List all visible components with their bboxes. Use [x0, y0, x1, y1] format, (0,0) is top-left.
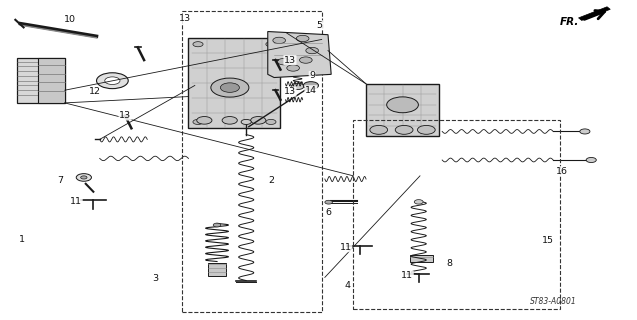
Circle shape [193, 42, 203, 47]
Circle shape [299, 57, 312, 63]
Circle shape [250, 116, 266, 124]
Polygon shape [366, 84, 439, 136]
Text: 1: 1 [18, 235, 25, 244]
Circle shape [580, 129, 590, 134]
Bar [17, 59, 65, 103]
Bar [38, 59, 65, 103]
Text: 15: 15 [542, 236, 554, 245]
Text: 7: 7 [57, 176, 62, 185]
Circle shape [291, 65, 304, 71]
Circle shape [414, 200, 423, 204]
Text: 5: 5 [317, 21, 323, 30]
Circle shape [417, 125, 435, 134]
Polygon shape [189, 38, 280, 128]
Text: 11: 11 [401, 271, 413, 280]
Bar [410, 255, 433, 261]
Text: FR.: FR. [559, 17, 579, 27]
Circle shape [104, 77, 120, 84]
Text: 11: 11 [340, 243, 352, 252]
Text: ST83-A0801: ST83-A0801 [530, 297, 576, 306]
Circle shape [193, 119, 203, 124]
Circle shape [81, 176, 87, 179]
Circle shape [211, 78, 249, 97]
Circle shape [220, 83, 240, 92]
Bar [182, 11, 322, 312]
Text: 3: 3 [152, 275, 158, 284]
Text: 13: 13 [119, 111, 131, 120]
Circle shape [97, 73, 128, 89]
Circle shape [197, 116, 212, 124]
Text: 14: 14 [305, 86, 317, 95]
Bar [354, 120, 559, 309]
Circle shape [387, 97, 419, 113]
Circle shape [241, 119, 251, 124]
Circle shape [586, 157, 596, 163]
Bar [208, 263, 226, 276]
Circle shape [213, 223, 221, 227]
Circle shape [76, 174, 92, 181]
Circle shape [287, 65, 299, 71]
Polygon shape [578, 7, 610, 20]
Circle shape [266, 42, 276, 47]
Circle shape [296, 35, 309, 42]
Circle shape [303, 82, 318, 89]
Text: 11: 11 [70, 197, 82, 206]
Text: 13: 13 [284, 87, 296, 96]
Circle shape [395, 125, 413, 134]
Text: 2: 2 [268, 176, 274, 185]
Circle shape [273, 37, 285, 44]
Circle shape [291, 83, 304, 90]
Text: 12: 12 [89, 87, 101, 96]
Text: 13: 13 [179, 14, 191, 23]
Text: 4: 4 [344, 281, 350, 290]
Circle shape [325, 200, 333, 204]
Text: 9: 9 [309, 71, 315, 80]
Circle shape [370, 125, 388, 134]
Text: 16: 16 [556, 167, 568, 176]
Circle shape [306, 47, 318, 54]
Text: 13: 13 [284, 56, 296, 65]
Text: 6: 6 [325, 208, 331, 217]
Polygon shape [268, 32, 331, 77]
Circle shape [266, 119, 276, 124]
Circle shape [277, 59, 290, 65]
Circle shape [222, 116, 238, 124]
Text: 10: 10 [64, 15, 76, 24]
Text: 8: 8 [446, 259, 452, 268]
